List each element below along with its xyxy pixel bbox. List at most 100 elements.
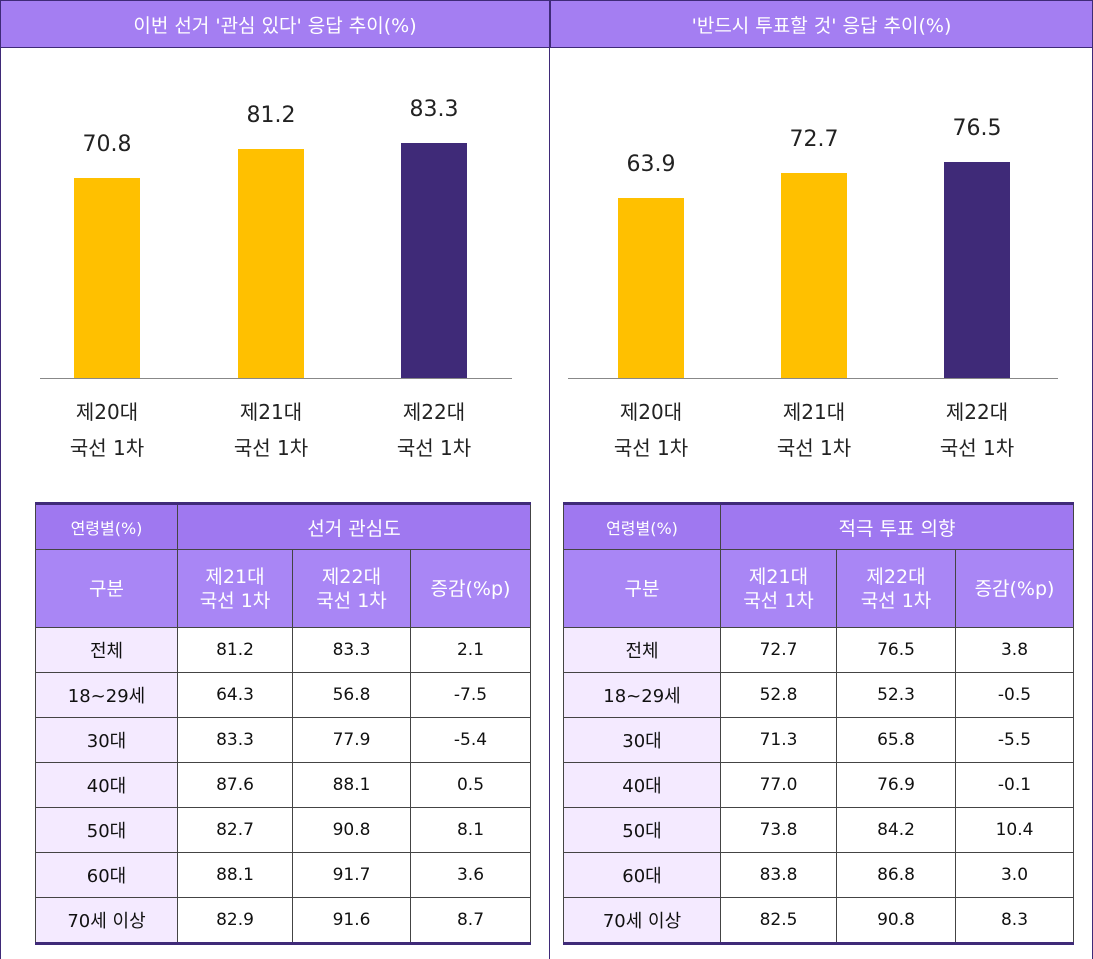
data-table: 연령별(%) 선거 관심도 구분 제21대 국선 1차 제22대 국선 1차 증감(%p)… [35, 502, 531, 945]
cell: 3.6 [410, 852, 531, 898]
data-row: 70세 이상 82.9 91.6 8.7 [35, 897, 531, 945]
cell: 40대 [563, 762, 721, 808]
data-row: 18~29세 64.3 56.8 -7.5 [35, 672, 531, 718]
cell: 2.1 [410, 627, 531, 673]
cell: 76.5 [836, 627, 956, 673]
cell: 40대 [35, 762, 178, 808]
data-row: 40대 87.6 88.1 0.5 [35, 762, 531, 808]
data-row: 40대 77.0 76.9 -0.1 [563, 762, 1075, 808]
bar [618, 197, 684, 378]
value-label: 70.8 [82, 132, 132, 158]
data-row: 60대 83.8 86.8 3.0 [563, 852, 1075, 898]
category-label: 제21대 국선 1차 [776, 400, 852, 460]
cell: 64.3 [177, 672, 293, 718]
category-label: 제22대 국선 1차 [396, 400, 472, 460]
value-label: 76.5 [952, 116, 1002, 142]
value-label: 72.7 [789, 126, 839, 152]
cell: 0.5 [410, 762, 531, 808]
data-row: 전체 72.7 76.5 3.8 [563, 627, 1075, 673]
cell: 90.8 [836, 897, 956, 945]
header-row: 연령별(%) 선거 관심도 [35, 502, 531, 550]
cell: 77.9 [292, 717, 411, 763]
column-cell: 제21대 국선 1차 [720, 549, 837, 628]
table-body: 연령별(%) 선거 관심도 구분 제21대 국선 1차 제22대 국선 1차 증감(%p)… [35, 502, 531, 945]
cell: 70세 이상 [35, 897, 178, 945]
data-row: 70세 이상 82.5 90.8 8.3 [563, 897, 1075, 945]
cell: 86.8 [836, 852, 956, 898]
category-label: 제20대 국선 1차 [613, 400, 689, 460]
header-cell: 선거 관심도 [177, 502, 531, 550]
value-label: 83.3 [409, 97, 459, 123]
cell: 60대 [563, 852, 721, 898]
value-label: 63.9 [626, 151, 676, 177]
header-cell: 적극 투표 의향 [719, 502, 1075, 550]
cell: 83.8 [720, 852, 837, 898]
cell: 82.5 [720, 897, 837, 945]
category-label: 제21대 국선 1차 [233, 400, 309, 460]
cell: 30대 [563, 717, 721, 763]
bar [238, 149, 304, 378]
table-body: 연령별(%) 적극 투표 의향 구분 제21대 국선 1차 제22대 국선 1차 증감(%… [563, 502, 1075, 945]
cell: 88.1 [177, 852, 293, 898]
cell: 82.7 [177, 807, 293, 853]
column-row: 구분 제21대 국선 1차 제22대 국선 1차 증감(%p) [563, 549, 1075, 628]
cell: -5.4 [410, 717, 531, 763]
cell: 77.0 [720, 762, 837, 808]
column-row: 구분 제21대 국선 1차 제22대 국선 1차 증감(%p) [35, 549, 531, 628]
cell: 72.7 [720, 627, 837, 673]
cell: 3.8 [954, 627, 1075, 673]
column-cell: 증감(%p) [410, 549, 531, 628]
data-row: 전체 81.2 83.3 2.1 [35, 627, 531, 673]
header-cell: 연령별(%) [563, 502, 721, 550]
cell: 84.2 [836, 807, 956, 853]
cell: 88.1 [292, 762, 411, 808]
cell: 8.7 [410, 897, 531, 945]
bar [401, 143, 467, 378]
cell: -0.1 [954, 762, 1075, 808]
cell: 10.4 [954, 807, 1075, 853]
cell: -0.5 [954, 672, 1075, 718]
header-cell: 연령별(%) [35, 502, 178, 550]
header-row: 연령별(%) 적극 투표 의향 [563, 502, 1075, 550]
bar [781, 172, 847, 378]
cell: 83.3 [177, 717, 293, 763]
cell: 전체 [35, 627, 178, 673]
chart-title: '반드시 투표할 것' 응답 추이(%) [550, 0, 1093, 48]
cell: 65.8 [836, 717, 956, 763]
cell: 전체 [563, 627, 721, 673]
border [0, 0, 1, 959]
cell: 30대 [35, 717, 178, 763]
data-row: 18~29세 52.8 52.3 -0.5 [563, 672, 1075, 718]
cell: 60대 [35, 852, 178, 898]
cell: 81.2 [177, 627, 293, 673]
cell: 71.3 [720, 717, 837, 763]
cell: 52.3 [836, 672, 956, 718]
value-label: 81.2 [246, 103, 296, 129]
cell: 52.8 [720, 672, 837, 718]
cell: 18~29세 [563, 672, 721, 718]
cell: 87.6 [177, 762, 293, 808]
column-cell: 구분 [563, 549, 721, 628]
column-cell: 구분 [35, 549, 178, 628]
cell: 70세 이상 [563, 897, 721, 945]
cell: -7.5 [410, 672, 531, 718]
category-label: 제20대 국선 1차 [69, 400, 145, 460]
column-cell: 증감(%p) [954, 549, 1075, 628]
bar [944, 162, 1010, 378]
column-cell: 제22대 국선 1차 [836, 549, 956, 628]
cell: 76.9 [836, 762, 956, 808]
data-row: 50대 82.7 90.8 8.1 [35, 807, 531, 853]
data-row: 30대 71.3 65.8 -5.5 [563, 717, 1075, 763]
cell: 91.7 [292, 852, 411, 898]
data-row: 50대 73.8 84.2 10.4 [563, 807, 1075, 853]
cell: 56.8 [292, 672, 411, 718]
cell: 8.3 [954, 897, 1075, 945]
cell: 50대 [35, 807, 178, 853]
bar [74, 178, 140, 378]
data-table: 연령별(%) 적극 투표 의향 구분 제21대 국선 1차 제22대 국선 1차 증감(%… [563, 502, 1075, 945]
column-cell: 제21대 국선 1차 [177, 549, 293, 628]
divider [549, 0, 550, 959]
baseline [568, 378, 1058, 379]
cell: 8.1 [410, 807, 531, 853]
